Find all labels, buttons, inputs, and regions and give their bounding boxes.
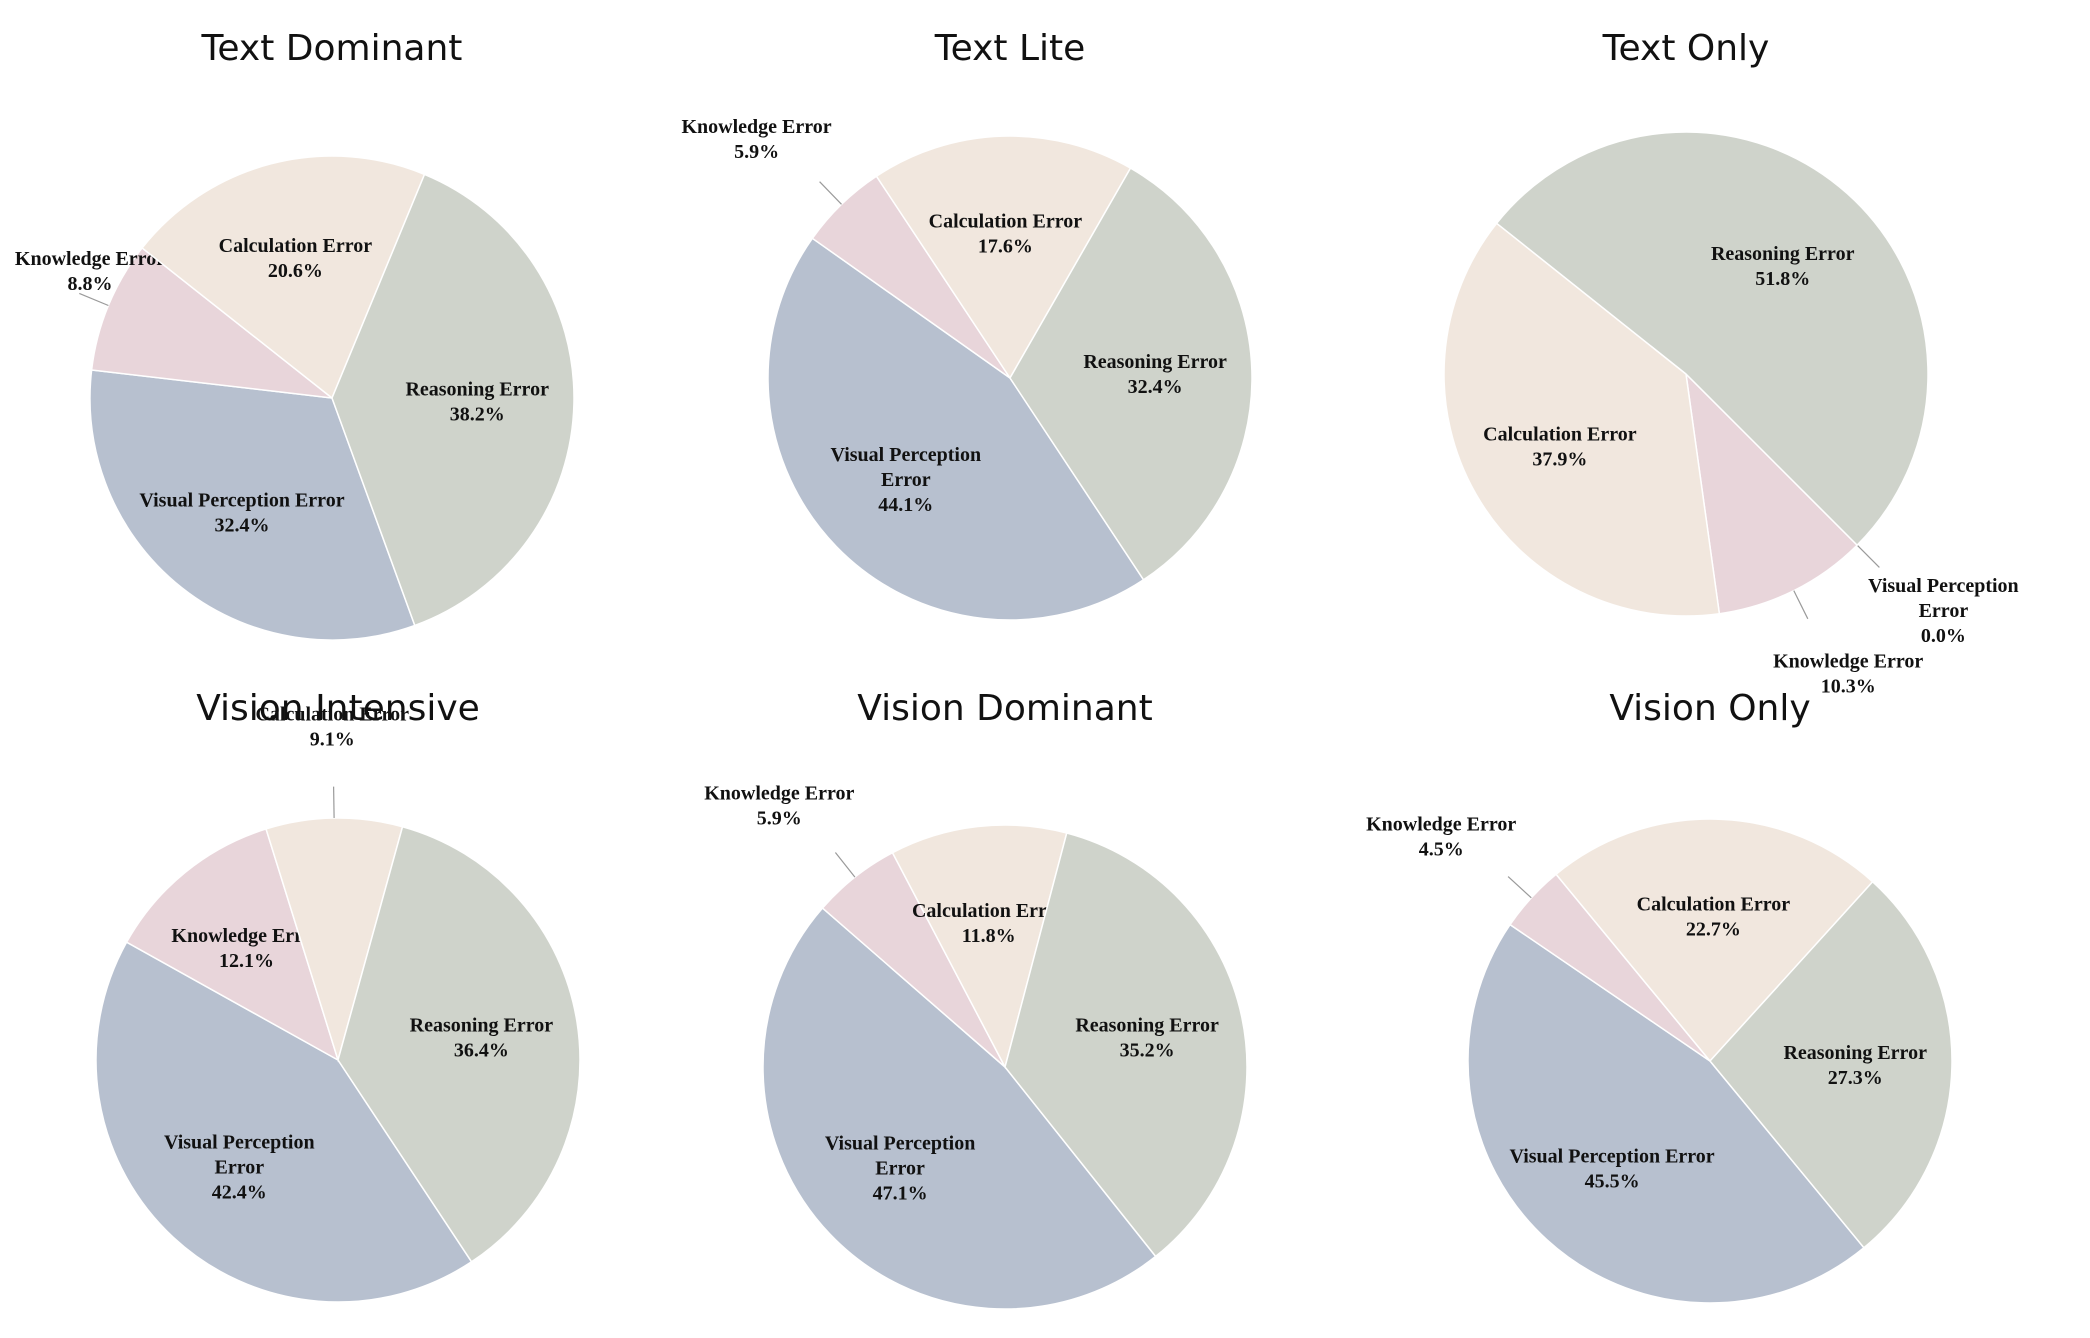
pie-chart-vision-dominant: Vision Dominant Visual Perception Error 47.… (704, 688, 1248, 1310)
data-label-category: Knowledge Error (171, 925, 321, 947)
pie-chart-vision-intensive: Vision Intensive Visual Perception Error 42… (95, 688, 581, 1303)
data-label-category: Knowledge Error (704, 783, 854, 805)
data-label-category: Calculation Error (1483, 423, 1637, 445)
chart-title: Text Only (1602, 28, 1770, 69)
data-label-category: Reasoning Error (1075, 1015, 1219, 1037)
pie-slice-visual-perception-error (89, 369, 416, 641)
data-label-category: Visual Perception Error (139, 489, 344, 511)
leader-line (1793, 590, 1809, 620)
data-label-percent: 35.2% (1120, 1040, 1175, 1062)
pie-slice-calculation-error (1443, 222, 1721, 617)
pie-slice-reasoning-error (331, 173, 575, 627)
data-label-percent: 45.5% (1585, 1171, 1640, 1193)
pie-slice-visual-perception-error (95, 941, 473, 1303)
data-label-percent: 38.2% (450, 404, 505, 426)
pie-slice-visual-perception-error (767, 237, 1145, 621)
data-label-category: Reasoning Error (410, 1015, 554, 1037)
data-label-category: Calculation Error (912, 900, 1066, 922)
data-label-percent: 8.8% (68, 273, 113, 295)
pie-slice-reasoning-error (337, 825, 581, 1263)
pie-slice-calculation-error (1555, 818, 1874, 1063)
data-label-percent: 10.3% (1821, 676, 1876, 698)
data-label-category: Visual Perception (164, 1132, 315, 1154)
pie-slice-reasoning-error (1004, 832, 1248, 1258)
data-label-category: Error (214, 1157, 264, 1179)
chart-title: Text Lite (934, 28, 1086, 69)
data-label-category: Knowledge Error (1366, 813, 1516, 835)
data-label-percent: 44.1% (878, 494, 933, 516)
chart-title: Text Dominant (201, 28, 463, 69)
data-label-category: Calculation Error (929, 210, 1083, 232)
pie-chart-text-lite: Text Lite Visual Perception Error 44.1% Know… (682, 28, 1253, 621)
data-label-percent: 0.0% (1921, 625, 1966, 647)
data-label-category: Knowledge Error (1773, 651, 1923, 673)
pie-slice-visual-perception-error (762, 906, 1157, 1310)
chart-title: Vision Dominant (857, 688, 1153, 729)
data-label-percent: 17.6% (978, 235, 1033, 257)
data-label-category: Error (1919, 600, 1969, 622)
data-label-percent: 4.5% (1419, 838, 1464, 860)
data-label-category: Error (875, 1157, 925, 1179)
data-label-category: Calculation Error (219, 235, 373, 257)
data-label-percent: 22.7% (1686, 918, 1741, 940)
data-label-percent: 5.9% (757, 808, 802, 830)
data-label-category: Calculation Error (255, 704, 409, 726)
pie-slice-calculation-error (141, 155, 426, 400)
data-label-percent: 12.1% (219, 950, 274, 972)
data-label-percent: 37.9% (1532, 448, 1587, 470)
leader-line (79, 292, 109, 307)
pie-slice-knowledge-error (1684, 371, 1859, 615)
data-label-percent: 32.4% (215, 514, 270, 536)
data-label-category: Knowledge Error (682, 116, 832, 138)
data-label-percent: 36.4% (454, 1040, 509, 1062)
chart-title: Vision Intensive (196, 688, 480, 729)
data-label-percent: 32.4% (1128, 376, 1183, 398)
data-label-category: Visual Perception (1868, 575, 2019, 597)
pie-slice-visual-perception-error (1467, 923, 1865, 1304)
data-label-category: Reasoning Error (1783, 1042, 1927, 1064)
chart-title: Vision Only (1609, 688, 1810, 729)
data-label-percent: 9.1% (310, 729, 355, 751)
pie-chart-text-dominant: Text Dominant Visual Perception Error 32.4… (15, 28, 575, 641)
data-label-percent: 5.9% (734, 141, 779, 163)
data-label-percent: 42.4% (212, 1182, 267, 1204)
leader-line (1856, 544, 1880, 568)
pie-chart-text-only: Text Only Visual Perception Error 0.0% Knowl… (1443, 28, 2019, 698)
data-label-category: Visual Perception (831, 444, 982, 466)
pie-slice-reasoning-error (1495, 131, 1929, 547)
pie-slice-reasoning-error (1009, 167, 1253, 581)
data-label-category: Calculation Error (1637, 893, 1791, 915)
pie-slice-calculation-error (265, 817, 404, 1063)
leader-line (1507, 876, 1532, 899)
pie-slice-reasoning-error (1709, 880, 1953, 1249)
data-label-percent: 51.8% (1755, 268, 1810, 290)
leader-line (834, 852, 856, 878)
data-label-category: Visual Perception Error (1510, 1146, 1715, 1168)
data-label-category: Reasoning Error (405, 379, 549, 401)
data-label-category: Knowledge Error (15, 248, 165, 270)
pie-slice-calculation-error (875, 135, 1132, 380)
data-label-category: Error (881, 469, 931, 491)
data-label-percent: 47.1% (873, 1182, 928, 1204)
data-label-category: Visual Perception (825, 1132, 976, 1154)
pie-slice-knowledge-error (90, 246, 335, 400)
data-label-percent: 27.3% (1828, 1067, 1883, 1089)
data-label-category: Reasoning Error (1711, 243, 1855, 265)
leader-line (333, 786, 335, 819)
leader-line (819, 181, 842, 205)
data-label-percent: 20.6% (268, 260, 323, 282)
pie-slice-calculation-error (891, 824, 1068, 1070)
pie-chart-vision-only: Vision Only Visual Perception Error 45.5% K… (1366, 688, 1953, 1304)
pie-slice-knowledge-error (125, 828, 340, 1062)
data-label-category: Reasoning Error (1083, 351, 1227, 373)
data-label-percent: 11.8% (962, 925, 1016, 947)
